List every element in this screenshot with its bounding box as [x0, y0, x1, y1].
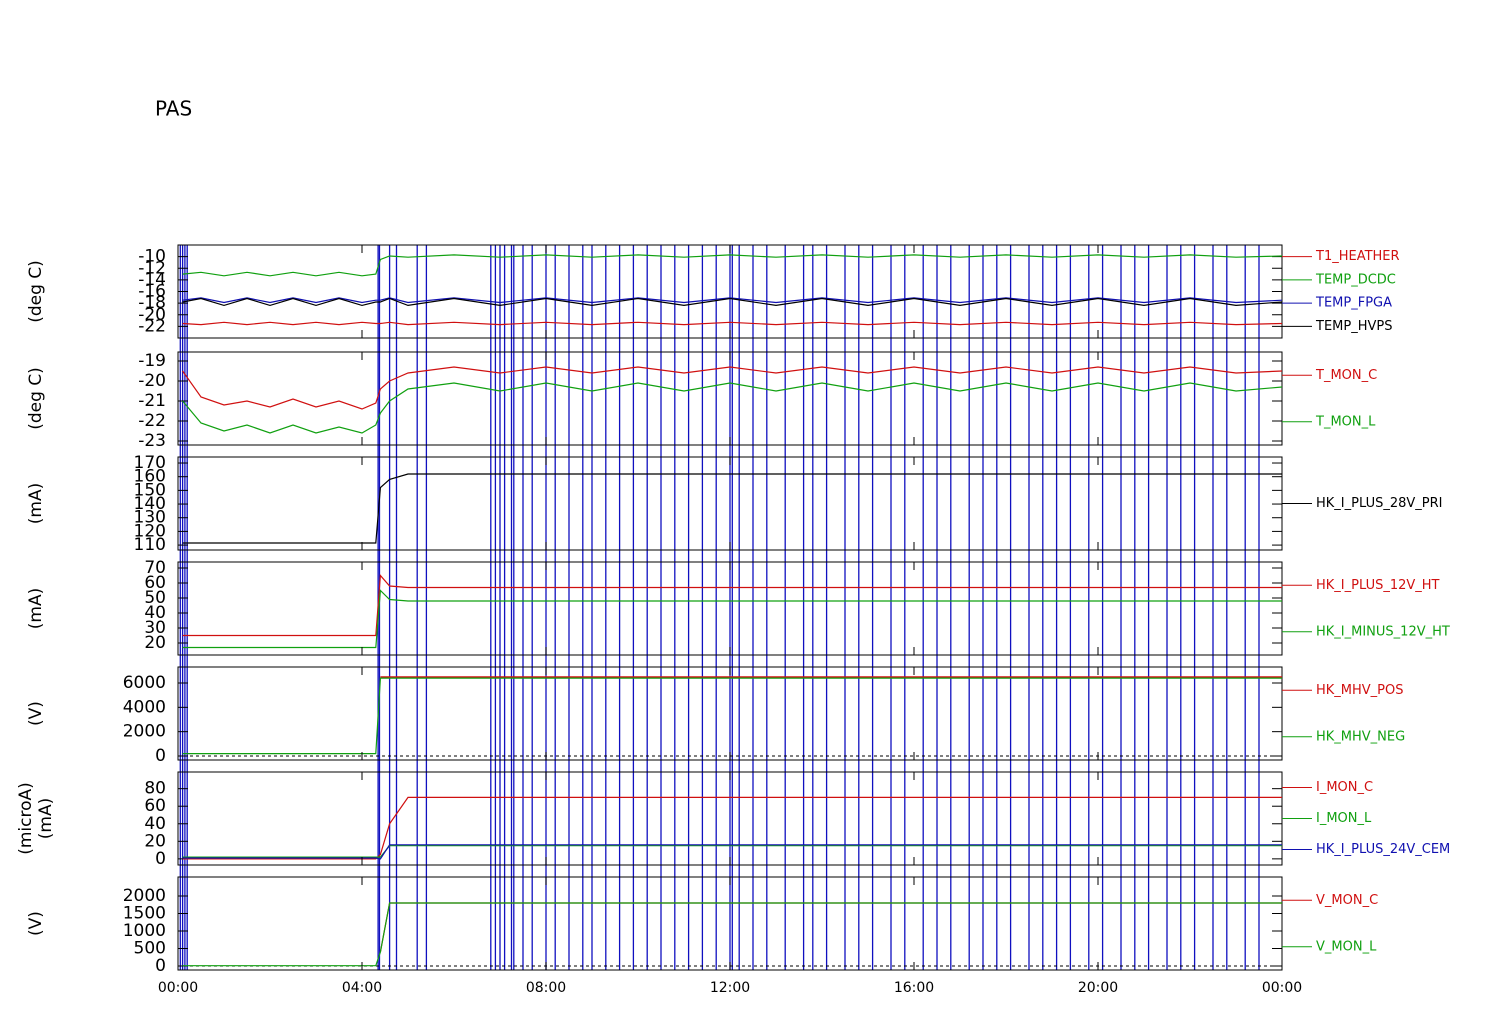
- y-tick-label: 20: [144, 831, 166, 851]
- legend-label: HK_MHV_POS: [1316, 683, 1404, 698]
- y-tick-label: 500: [134, 939, 166, 959]
- y-tick-label: -20: [138, 305, 166, 325]
- x-tick-label: 12:00: [710, 980, 750, 996]
- y-tick-label: 120: [134, 521, 166, 541]
- legend-label: HK_I_PLUS_12V_HT: [1316, 578, 1440, 593]
- y-tick-label: 2000: [123, 886, 166, 906]
- y-tick-label: -22: [138, 411, 166, 431]
- y-tick-label: 1500: [123, 904, 166, 924]
- y-axis-label: (V): [26, 701, 46, 726]
- x-tick-label: 00:00: [158, 980, 198, 996]
- legend-label: V_MON_C: [1316, 893, 1378, 908]
- y-tick-label: 2000: [123, 722, 166, 742]
- series-line: [182, 382, 1283, 434]
- y-tick-label: 50: [144, 588, 166, 608]
- y-axis-label: (deg C): [26, 260, 46, 323]
- x-tick-label: 00:00: [1262, 980, 1302, 996]
- legend-label: TEMP_DCDC: [1315, 272, 1396, 287]
- series-line: [182, 677, 1282, 755]
- legend-label: T_MON_L: [1315, 414, 1376, 429]
- legend-label: TEMP_HVPS: [1315, 319, 1392, 334]
- y-tick-label: -18: [138, 293, 166, 313]
- legend-label: T1_HEATHER: [1315, 249, 1400, 264]
- series-line: [182, 321, 1283, 326]
- x-tick-label: 08:00: [526, 980, 566, 996]
- y-tick-label: 20: [144, 633, 166, 653]
- y-tick-label: 70: [144, 558, 166, 578]
- y-axis-label: (microA): [16, 782, 36, 855]
- y-axis-label: (mA): [26, 588, 46, 629]
- y-tick-label: -20: [138, 371, 166, 391]
- series-line: [182, 845, 1282, 858]
- y-tick-label: 4000: [123, 697, 166, 717]
- series-line: [182, 297, 1283, 307]
- y-tick-label: 6000: [123, 673, 166, 693]
- y-tick-label: -10: [138, 247, 166, 267]
- y-tick-label: 130: [134, 508, 166, 528]
- y-tick-label: -16: [138, 282, 166, 302]
- series-line: [379, 902, 1282, 953]
- y-tick-label: 60: [144, 573, 166, 593]
- y-axis-label: (mA): [26, 483, 46, 524]
- series-line: [182, 844, 1282, 860]
- series-line: [182, 254, 1283, 277]
- x-tick-label: 20:00: [1078, 980, 1118, 996]
- legend-label: HK_I_PLUS_28V_PRI: [1316, 496, 1442, 511]
- legend-label: HK_I_PLUS_24V_CEM: [1316, 842, 1450, 857]
- series-line: [182, 902, 1282, 967]
- y-tick-label: 40: [144, 814, 166, 834]
- chart-title: PAS: [155, 97, 192, 121]
- y-tick-label: 1000: [123, 921, 166, 941]
- y-axis-label: (V): [26, 911, 46, 936]
- legend-label: HK_I_MINUS_12V_HT: [1316, 624, 1450, 639]
- y-tick-label: -14: [138, 270, 166, 290]
- x-tick-label: 16:00: [894, 980, 934, 996]
- series-line: [182, 796, 1282, 860]
- y-tick-label: 150: [134, 480, 166, 500]
- y-tick-label: -21: [138, 391, 166, 411]
- y-axis-label: (mA): [36, 798, 56, 839]
- legend-label: T_MON_C: [1315, 368, 1377, 383]
- series-line: [182, 297, 1283, 304]
- y-tick-label: 80: [144, 779, 166, 799]
- legend-label: V_MON_L: [1316, 939, 1377, 954]
- series-line: [182, 473, 1282, 544]
- y-tick-label: 0: [155, 746, 166, 766]
- y-tick-label: -12: [138, 258, 166, 278]
- y-tick-label: 60: [144, 796, 166, 816]
- y-tick-label: 0: [155, 849, 166, 869]
- legend-label: I_MON_L: [1316, 811, 1372, 826]
- series-line: [182, 366, 1283, 410]
- y-tick-label: -22: [138, 316, 166, 336]
- y-tick-label: 160: [134, 467, 166, 487]
- y-tick-label: 140: [134, 494, 166, 514]
- y-axis-label: (deg C): [26, 367, 46, 430]
- y-tick-label: -23: [138, 431, 166, 451]
- legend-label: TEMP_FPGA: [1315, 296, 1392, 311]
- legend-label: I_MON_C: [1316, 780, 1373, 795]
- y-tick-label: 40: [144, 603, 166, 623]
- y-tick-label: -19: [138, 351, 166, 371]
- series-line: [182, 574, 1282, 637]
- y-tick-label: 0: [155, 956, 166, 976]
- x-tick-label: 04:00: [342, 980, 382, 996]
- y-tick-label: 170: [134, 453, 166, 473]
- y-tick-label: 30: [144, 618, 166, 638]
- legend-label: HK_MHV_NEG: [1316, 729, 1405, 744]
- y-tick-label: 110: [134, 535, 166, 555]
- series-line: [182, 589, 1282, 649]
